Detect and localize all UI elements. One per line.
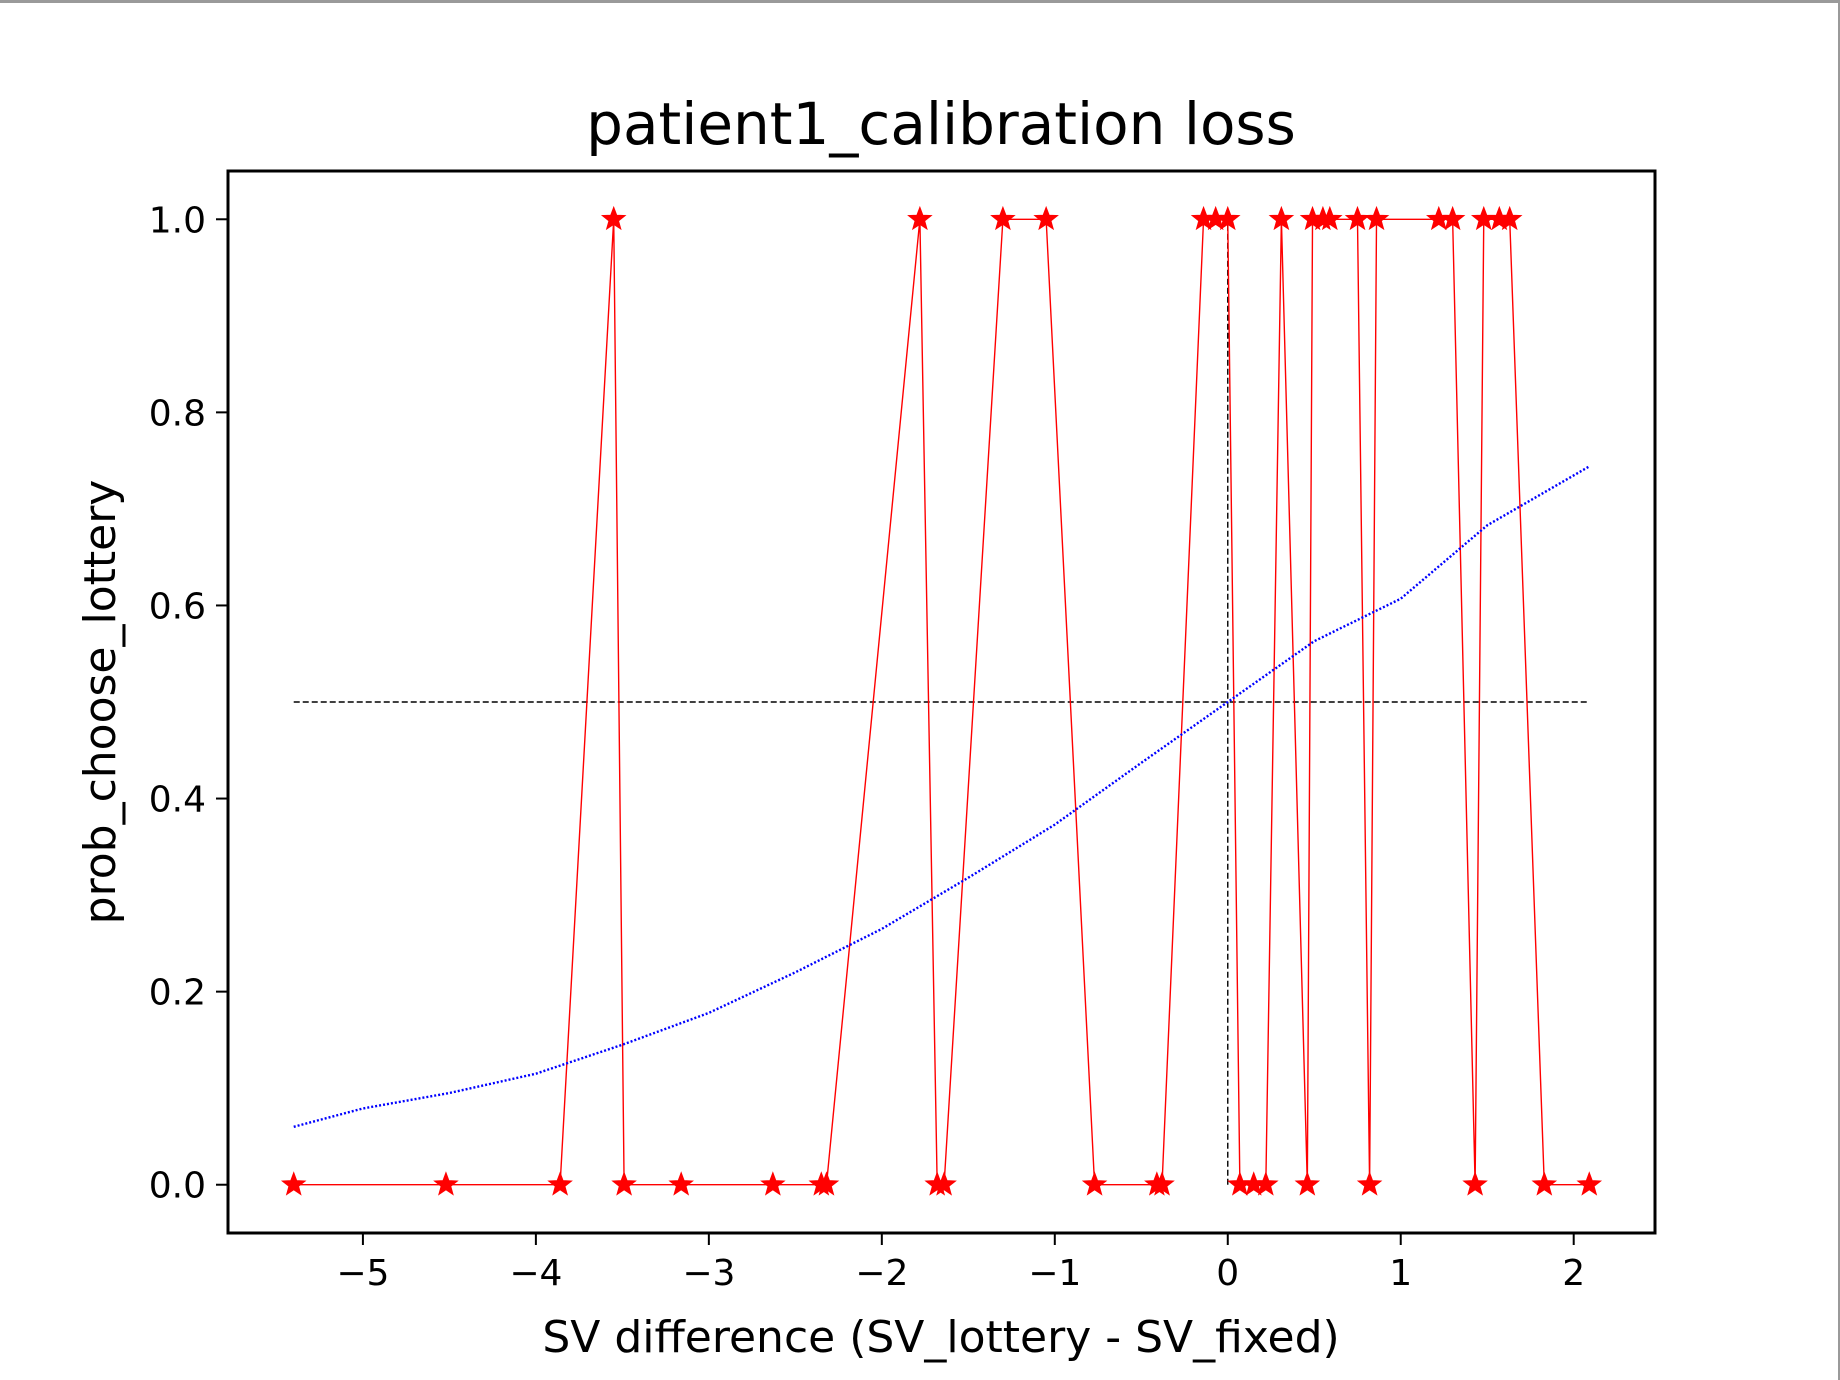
- observed-choice-point: [1214, 205, 1241, 231]
- y-tick-label: 0.4: [149, 780, 206, 821]
- y-tick-label: 1.0: [149, 200, 206, 241]
- y-tick-label: 0.0: [149, 1166, 206, 1207]
- observed-choice-point: [1149, 1171, 1175, 1196]
- observed-choice-point: [1356, 1171, 1383, 1196]
- window-right-border: [1838, 0, 1840, 1380]
- observed-choice-point: [433, 1171, 459, 1196]
- observed-choice-point: [1462, 1171, 1488, 1196]
- observed-choice-point: [1317, 205, 1343, 231]
- data-marks: [280, 205, 1603, 1196]
- x-tick-label: −4: [509, 1253, 562, 1294]
- observed-choice-point: [1253, 1171, 1279, 1196]
- observed-choice-point: [1531, 1171, 1558, 1196]
- observed-choice-point: [1439, 205, 1466, 231]
- observed-choice-point: [1294, 1171, 1321, 1196]
- observed-choice-point: [1033, 205, 1059, 231]
- x-tick-label: 1: [1389, 1253, 1412, 1294]
- observed-choice-point: [990, 205, 1016, 231]
- window-top-border: [0, 0, 1840, 3]
- observed-choice-point: [1081, 1171, 1108, 1196]
- observed-choice-point: [1363, 205, 1390, 231]
- chart-title: patient1_calibration loss: [586, 90, 1296, 158]
- observed-choice-point: [668, 1171, 694, 1196]
- observed-choice-point: [1268, 205, 1295, 231]
- plot-area: [293, 219, 1590, 1185]
- axis-ticks: −5 −4 −3 −2 −1 0 1 2 0.0 0.2 0.4 0.6 0.8 1.0: [149, 200, 1585, 1294]
- model-curve-line: [293, 465, 1590, 1128]
- observed-choice-point: [813, 1171, 840, 1196]
- x-tick-label: −2: [855, 1253, 908, 1294]
- y-tick-label: 0.6: [149, 586, 206, 627]
- observed-choice-point: [907, 205, 933, 231]
- observed-choice-point: [1496, 205, 1523, 231]
- observed-choice-point: [1576, 1171, 1603, 1196]
- observed-choice-point: [600, 205, 627, 231]
- x-tick-label: −5: [336, 1253, 389, 1294]
- x-axis-label: SV difference (SV_lottery - SV_fixed): [542, 1312, 1339, 1363]
- x-tick-label: −1: [1028, 1253, 1081, 1294]
- observed-choice-point: [931, 1171, 957, 1196]
- x-tick-label: 0: [1216, 1253, 1239, 1294]
- x-tick-label: −3: [682, 1253, 735, 1294]
- y-axis-label: prob_choose_lottery: [75, 480, 126, 925]
- axes-frame: [226, 169, 1657, 1235]
- observed-choice-point: [611, 1171, 637, 1196]
- observed-choice-point: [280, 1171, 307, 1196]
- y-tick-label: 0.8: [149, 393, 206, 434]
- observed-choice-point: [547, 1171, 573, 1196]
- x-tick-label: 2: [1562, 1253, 1585, 1294]
- observed-choice-point: [760, 1171, 786, 1196]
- y-tick-label: 0.2: [149, 973, 206, 1014]
